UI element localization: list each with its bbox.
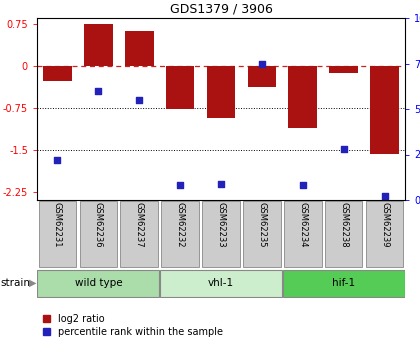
Text: GSM62237: GSM62237 [135, 202, 144, 248]
Bar [329, 66, 358, 73]
Text: wild type: wild type [74, 278, 122, 288]
Text: strain: strain [1, 278, 31, 288]
Point [259, 61, 265, 66]
Bar [366, 201, 403, 267]
Bar [289, 66, 317, 128]
Title: GDS1379 / 3906: GDS1379 / 3906 [170, 2, 273, 16]
Text: GSM62234: GSM62234 [298, 202, 307, 248]
Point [340, 146, 347, 152]
Text: GSM62231: GSM62231 [53, 202, 62, 248]
Bar [284, 201, 322, 267]
Text: ▶: ▶ [29, 278, 36, 288]
Point [299, 183, 306, 188]
Bar [84, 23, 113, 66]
Legend: log2 ratio, percentile rank within the sample: log2 ratio, percentile rank within the s… [43, 314, 223, 337]
Text: GSM62238: GSM62238 [339, 202, 348, 248]
Bar [43, 66, 72, 81]
Text: GSM62239: GSM62239 [380, 202, 389, 248]
Text: vhl-1: vhl-1 [208, 278, 234, 288]
Bar [325, 201, 362, 267]
Bar [125, 31, 154, 66]
Point [218, 181, 224, 186]
Bar [166, 66, 194, 109]
Bar [247, 66, 276, 87]
Bar [79, 201, 117, 267]
Bar [39, 201, 76, 267]
Text: GSM62233: GSM62233 [216, 202, 226, 248]
Point [381, 194, 388, 199]
Point [136, 97, 142, 103]
Point [95, 88, 102, 93]
Bar [243, 201, 281, 267]
Text: GSM62232: GSM62232 [176, 202, 185, 248]
Bar [121, 201, 158, 267]
Point [177, 183, 184, 188]
Bar [37, 270, 159, 296]
Point [54, 157, 61, 163]
Bar [207, 66, 235, 118]
Text: GSM62236: GSM62236 [94, 202, 103, 248]
Bar [202, 201, 240, 267]
Text: hif-1: hif-1 [332, 278, 355, 288]
Text: GSM62235: GSM62235 [257, 202, 266, 248]
Bar [283, 270, 404, 296]
Bar [370, 66, 399, 154]
Bar [161, 201, 199, 267]
Bar [160, 270, 282, 296]
